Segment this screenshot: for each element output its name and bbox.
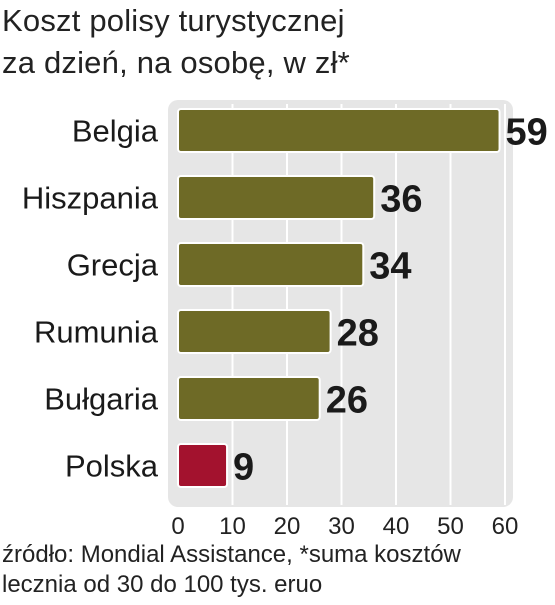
- bar-chart: Belgia 59 Hiszpania 36 Grecja 34 Rumunia 28 Bułg…: [22, 100, 548, 540]
- category-label-2: Grecja: [67, 248, 159, 283]
- bar-0: [177, 108, 501, 153]
- x-tick-label-0: 0: [171, 513, 184, 540]
- bar-2: [177, 242, 365, 287]
- value-label-2: 34: [369, 246, 411, 288]
- x-tick-label-50: 50: [437, 513, 464, 540]
- x-tick-label-60: 60: [492, 513, 519, 540]
- source-line-2: lecznia od 30 do 100 tys. eruo: [2, 571, 323, 598]
- x-tick-label-20: 20: [274, 513, 301, 540]
- value-label-0: 59: [506, 112, 548, 154]
- category-label-0: Belgia: [72, 114, 159, 149]
- chart-title: Koszt polisy turystycznej za dzień, na o…: [2, 0, 552, 84]
- source-line-1: źródło: Mondial Assistance, *suma kosztó…: [2, 541, 461, 568]
- value-label-3: 28: [337, 313, 379, 355]
- chart-title-line-2: za dzień, na osobę, w zł*: [2, 45, 350, 80]
- x-tick-label-30: 30: [328, 513, 355, 540]
- bar-4: [177, 376, 321, 421]
- category-label-5: Polska: [65, 449, 159, 484]
- value-label-5: 9: [233, 447, 254, 489]
- chart-title-line-1: Koszt polisy turystycznej: [2, 3, 345, 38]
- category-label-4: Bułgaria: [44, 382, 158, 417]
- x-tick-label-10: 10: [219, 513, 246, 540]
- source-note: źródło: Mondial Assistance, *suma kosztó…: [2, 540, 552, 600]
- x-tick-label-40: 40: [383, 513, 410, 540]
- value-label-4: 26: [326, 380, 368, 422]
- bar-5: [177, 443, 229, 488]
- category-label-3: Rumunia: [34, 315, 159, 350]
- bar-3: [177, 309, 332, 354]
- bar-1: [177, 175, 376, 220]
- value-label-1: 36: [380, 179, 422, 221]
- category-label-1: Hiszpania: [22, 181, 159, 216]
